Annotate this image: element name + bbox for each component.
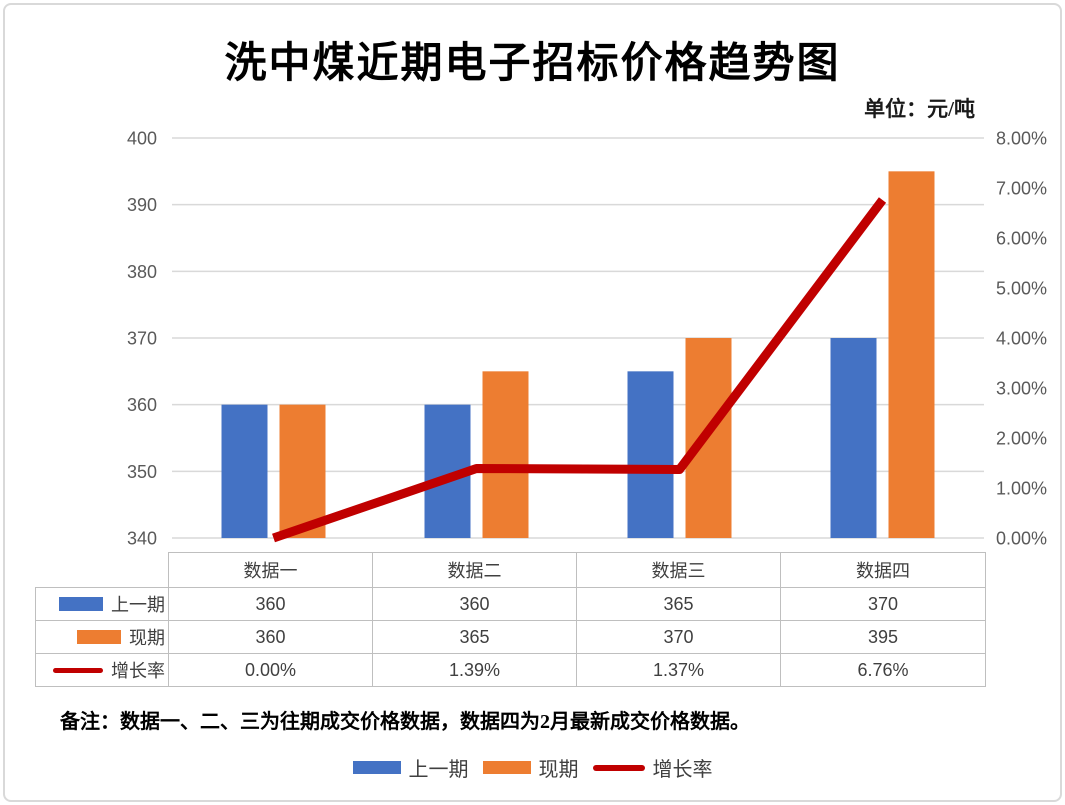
table-header-row: 数据一 数据二 数据三 数据四	[36, 552, 986, 588]
legend-label: 上一期	[408, 759, 469, 781]
previous-period-swatch-icon	[59, 597, 103, 611]
table-row-label: 现期	[129, 628, 165, 648]
right-axis-tick-label: 4.00%	[996, 329, 1047, 349]
table-cell: 360	[372, 587, 577, 621]
previous-period-swatch-icon	[352, 761, 401, 774]
bar-previous-period-3	[830, 338, 877, 538]
chart-note: 备注：数据一、二、三为往期成交价格数据，数据四为2月最新成交价格数据。	[60, 711, 750, 733]
right-axis-tick-label: 3.00%	[996, 379, 1047, 399]
table-cell: 370	[780, 587, 986, 621]
legend-item-growth-rate: 增长率	[592, 753, 713, 782]
chart-data-table: 数据一 数据二 数据三 数据四 上一期 360 360 365 370	[35, 552, 986, 687]
bar-previous-period-2	[627, 371, 674, 538]
right-axis-tick-label: 2.00%	[996, 429, 1047, 449]
table-cell: 1.39%	[372, 653, 577, 687]
legend-label: 增长率	[652, 759, 713, 781]
table-corner-cell	[36, 553, 169, 588]
right-axis-tick-label: 5.00%	[996, 279, 1047, 299]
table-cell: 395	[780, 620, 986, 654]
table-cell: 365	[576, 587, 781, 621]
bar-previous-period-0	[221, 404, 268, 538]
left-axis-tick-label: 390	[127, 195, 157, 215]
table-header-cell: 数据四	[780, 552, 986, 588]
left-axis-tick-label: 380	[127, 262, 157, 282]
price-trend-chart: 400 390 380 370 360 350 340 8.00% 7.00% 6.00% 5.00…	[127, 129, 1047, 549]
table-row-label-cell: 增长率	[35, 653, 169, 687]
table-header-cell: 数据二	[372, 552, 577, 588]
right-axis-tick-label: 6.00%	[996, 229, 1047, 249]
table-cell: 365	[372, 620, 577, 654]
legend-item-current-period: 现期	[482, 753, 579, 782]
table-row-label-cell: 现期	[35, 620, 169, 654]
table-header-cell: 数据三	[576, 552, 781, 588]
table-cell: 1.37%	[576, 653, 781, 687]
left-axis-tick-label: 370	[127, 329, 157, 349]
table-cell: 6.76%	[780, 653, 986, 687]
growth-rate-line	[272, 197, 887, 543]
table-cell: 0.00%	[168, 653, 373, 687]
table-header-cell: 数据一	[168, 552, 373, 588]
left-axis-tick-label: 360	[127, 395, 157, 415]
left-axis-tick-label: 340	[127, 529, 157, 549]
table-row-previous-period: 上一期 360 360 365 370	[35, 587, 986, 621]
table-row-label: 上一期	[111, 595, 165, 615]
bar-current-period-3	[888, 171, 935, 539]
bar-current-period-1	[482, 371, 529, 538]
right-axis-tick-label: 0.00%	[996, 529, 1047, 549]
chart-frame: 洗中煤近期电子招标价格趋势图 单位：元/吨 400 390 380 370 360 350…	[3, 3, 1062, 802]
right-axis-tick-label: 7.00%	[996, 179, 1047, 199]
table-cell: 370	[576, 620, 781, 654]
current-period-swatch-icon	[77, 630, 121, 644]
legend-item-previous-period: 上一期	[352, 753, 469, 782]
growth-rate-line-swatch-icon	[53, 667, 103, 673]
growth-rate-line-swatch-icon	[592, 764, 645, 771]
table-row-label: 增长率	[111, 661, 165, 681]
bar-current-period-0	[279, 404, 326, 538]
current-period-swatch-icon	[482, 761, 531, 774]
left-axis-tick-label: 400	[127, 129, 157, 149]
chart-title: 洗中煤近期电子招标价格趋势图	[224, 41, 841, 87]
chart-legend: 上一期 现期 增长率	[5, 753, 1060, 782]
table-cell: 360	[168, 620, 373, 654]
left-axis-tick-label: 350	[127, 462, 157, 482]
legend-label: 现期	[538, 759, 579, 781]
table-row-current-period: 现期 360 365 370 395	[35, 620, 986, 654]
unit-label: 单位：元/吨	[864, 97, 975, 121]
right-axis-tick-label: 1.00%	[996, 479, 1047, 499]
table-row-growth-rate: 增长率 0.00% 1.39% 1.37% 6.76%	[35, 653, 986, 687]
right-axis-tick-label: 8.00%	[996, 129, 1047, 149]
table-cell: 360	[168, 587, 373, 621]
table-row-label-cell: 上一期	[35, 587, 169, 621]
